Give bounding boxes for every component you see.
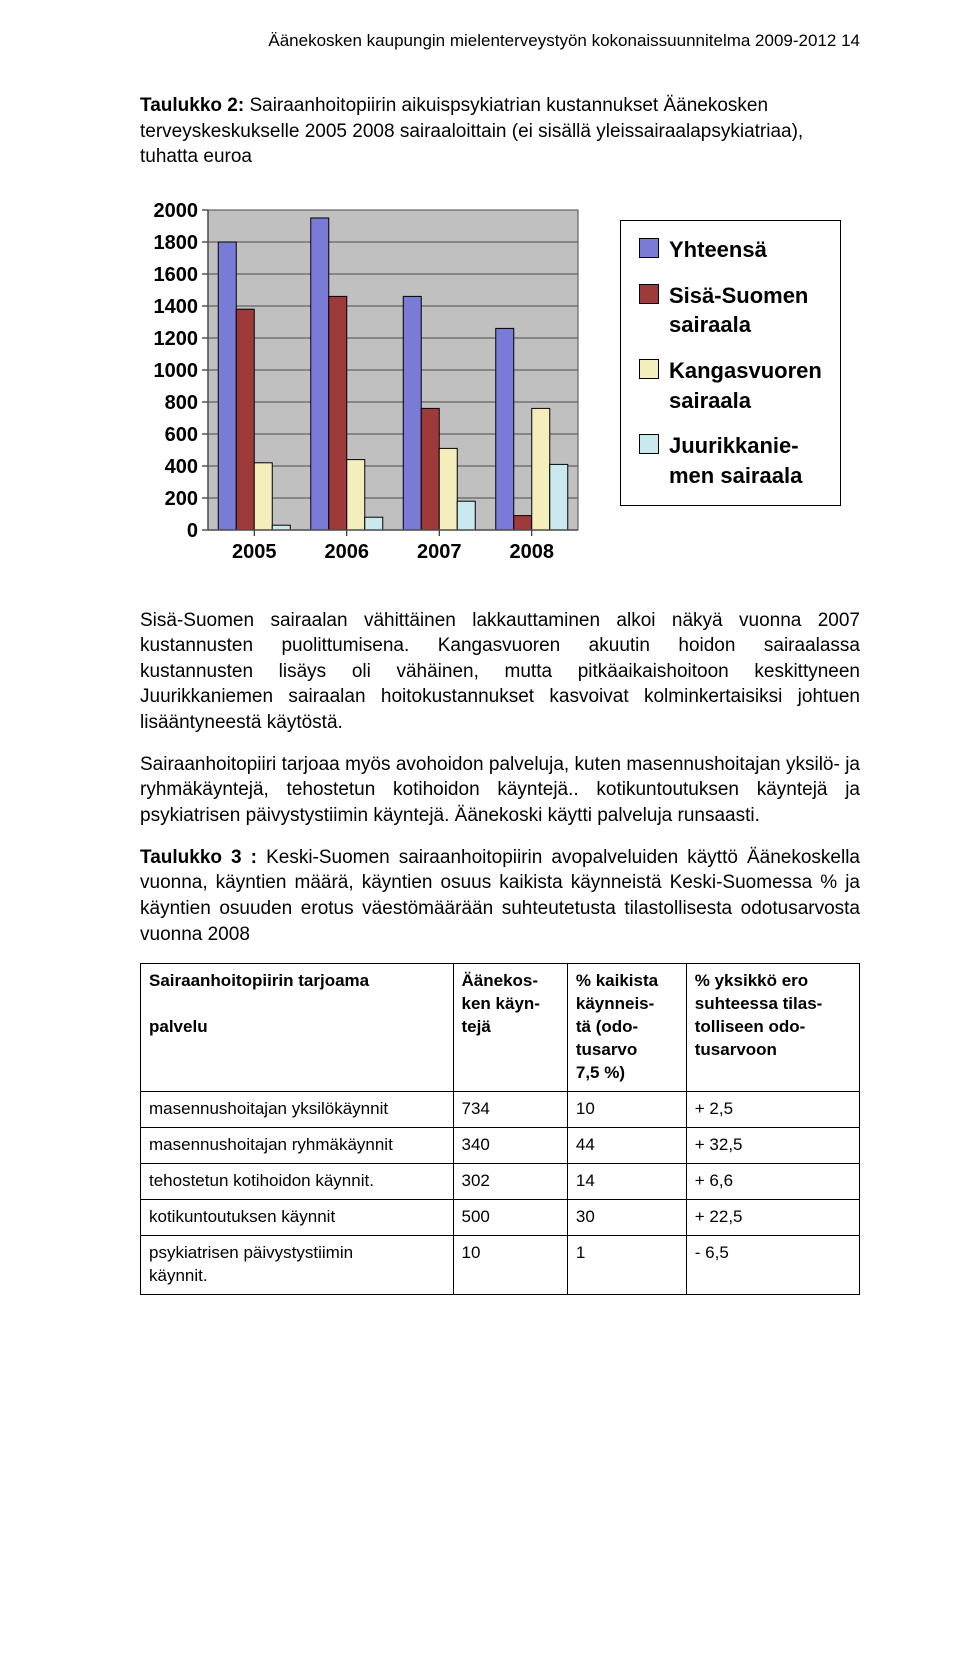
svg-text:2005: 2005 <box>232 541 277 563</box>
table-cell: psykiatrisen päivystystiimin käynnit. <box>141 1235 454 1294</box>
table-cell: 10 <box>567 1091 686 1127</box>
svg-text:1400: 1400 <box>154 296 199 318</box>
taulukko-3-title: Taulukko 3 : Keski-Suomen sairaanhoitopi… <box>140 845 860 948</box>
table-header-cell: % yksikkö ero suhteessa tilas- tolliseen… <box>686 964 859 1092</box>
taulukko-2-label: Taulukko 2: <box>140 95 244 116</box>
table-cell: 734 <box>453 1091 567 1127</box>
table-cell: + 32,5 <box>686 1127 859 1163</box>
svg-text:1000: 1000 <box>154 360 199 382</box>
table-row: masennushoitajan yksilökäynnit73410+ 2,5 <box>141 1091 860 1127</box>
table-cell: tehostetun kotihoidon käynnit. <box>141 1163 454 1199</box>
svg-text:2006: 2006 <box>325 541 370 563</box>
table-row: tehostetun kotihoidon käynnit.30214+ 6,6 <box>141 1163 860 1199</box>
svg-text:2008: 2008 <box>510 541 555 563</box>
taulukko-2-title: Taulukko 2: Sairaanhoitopiirin aikuispsy… <box>140 93 860 170</box>
table-cell: 302 <box>453 1163 567 1199</box>
table-cell: 10 <box>453 1235 567 1294</box>
legend-label: Sisä-Suomen sairaala <box>669 281 808 340</box>
legend-label: Yhteensä <box>669 235 767 265</box>
table-row: psykiatrisen päivystystiimin käynnit.101… <box>141 1235 860 1294</box>
legend-swatch <box>639 238 659 258</box>
table-cell: + 2,5 <box>686 1091 859 1127</box>
table-cell: 340 <box>453 1127 567 1163</box>
svg-text:1200: 1200 <box>154 328 199 350</box>
svg-text:600: 600 <box>165 424 198 446</box>
table-cell: - 6,5 <box>686 1235 859 1294</box>
svg-text:1600: 1600 <box>154 264 199 286</box>
legend-label: Kangasvuoren sairaala <box>669 356 822 415</box>
table-header-cell: Sairaanhoitopiirin tarjoama palvelu <box>141 964 454 1092</box>
table-header-row: Sairaanhoitopiirin tarjoama palveluÄänek… <box>141 964 860 1092</box>
legend-item: Juurikkanie- men sairaala <box>639 431 822 490</box>
svg-text:0: 0 <box>187 520 198 542</box>
table-cell: masennushoitajan ryhmäkäynnit <box>141 1127 454 1163</box>
table-header-cell: Äänekos- ken käyn- tejä <box>453 964 567 1092</box>
table-cell: kotikuntoutuksen käynnit <box>141 1199 454 1235</box>
table-cell: 44 <box>567 1127 686 1163</box>
table-header-cell: % kaikista käynneis- tä (odo- tusarvo 7,… <box>567 964 686 1092</box>
legend-label: Juurikkanie- men sairaala <box>669 431 802 490</box>
table-cell: + 22,5 <box>686 1199 859 1235</box>
svg-text:800: 800 <box>165 392 198 414</box>
svg-text:400: 400 <box>165 456 198 478</box>
table-cell: 1 <box>567 1235 686 1294</box>
svg-text:2007: 2007 <box>417 541 462 563</box>
legend-item: Yhteensä <box>639 235 822 265</box>
taulukko-3-label: Taulukko 3 : <box>140 847 257 868</box>
paragraph-1: Sisä-Suomen sairaalan vähittäinen lakkau… <box>140 608 860 736</box>
legend-item: Sisä-Suomen sairaala <box>639 281 822 340</box>
chart-wrapper: 0 200 400 600 800 1000 1200 1400 1600 1800 2000 200… <box>140 200 860 578</box>
table-row: kotikuntoutuksen käynnit50030+ 22,5 <box>141 1199 860 1235</box>
chart-legend: Yhteensä Sisä-Suomen sairaala Kangasvuoren… <box>620 220 841 506</box>
legend-swatch <box>639 359 659 379</box>
table-cell: 30 <box>567 1199 686 1235</box>
table-cell: 14 <box>567 1163 686 1199</box>
table-cell: + 6,6 <box>686 1163 859 1199</box>
table-3: Sairaanhoitopiirin tarjoama palveluÄänek… <box>140 963 860 1294</box>
legend-item: Kangasvuoren sairaala <box>639 356 822 415</box>
legend-swatch <box>639 434 659 454</box>
svg-text:1800: 1800 <box>154 232 199 254</box>
table-cell: masennushoitajan yksilökäynnit <box>141 1091 454 1127</box>
table-row: masennushoitajan ryhmäkäynnit34044+ 32,5 <box>141 1127 860 1163</box>
legend-swatch <box>639 284 659 304</box>
paragraph-2: Sairaanhoitopiiri tarjoaa myös avohoidon… <box>140 752 860 829</box>
bar-chart: 0 200 400 600 800 1000 1200 1400 1600 1800 2000 200… <box>140 200 600 578</box>
table-cell: 500 <box>453 1199 567 1235</box>
svg-text:200: 200 <box>165 488 198 510</box>
svg-text:2000: 2000 <box>154 200 199 222</box>
page-header: Äänekosken kaupungin mielenterveystyön k… <box>140 30 860 53</box>
